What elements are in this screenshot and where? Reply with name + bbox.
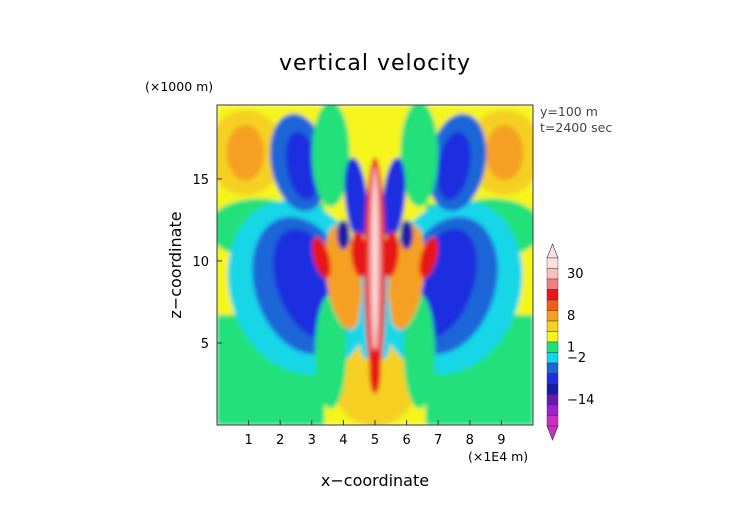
x-axis: 1 2 3 4 5 6 7 8 9: [244, 420, 506, 448]
colorbar-swatch: [546, 352, 559, 364]
colorbar-label: −14: [567, 393, 594, 408]
x-tick-label: 9: [497, 433, 505, 448]
upper-right-deep-blue: [437, 131, 471, 200]
x-tick-label: 8: [466, 433, 474, 448]
left-inner-red: [351, 231, 368, 278]
colorbar-swatch: [546, 331, 559, 343]
x-tick-label: 2: [276, 433, 284, 448]
colorbar-label: 8: [567, 309, 575, 324]
y-axis: 5 10 15: [192, 173, 222, 352]
central-white-core: [373, 182, 377, 334]
colorbar-swatch: [546, 383, 559, 395]
y-units: (×1000 m): [145, 79, 213, 94]
x-tick-label: 6: [402, 433, 410, 448]
colorbar-label: −2: [567, 351, 586, 366]
upper-right-orange-core: [485, 124, 524, 181]
left-inner-blue-streak: [344, 157, 368, 240]
upper-left-deep-blue: [285, 131, 319, 200]
left-outer-red-streak: [311, 236, 331, 279]
right-outer-red-streak: [419, 236, 439, 279]
colorbar-swatch: [546, 415, 559, 427]
y-tick-label: 5: [201, 337, 209, 352]
colorbar-swatch: [546, 278, 559, 290]
plot-area: [217, 105, 533, 425]
annotation-t: t=2400 sec: [540, 120, 612, 135]
right-dark-spot: [400, 219, 413, 250]
colorbar: 30 8 1−2 −14: [546, 243, 594, 441]
right-inner-red: [382, 231, 399, 278]
colorbar-swatch: [546, 394, 559, 406]
x-tick-label: 3: [308, 433, 316, 448]
left-inner-green: [311, 105, 350, 207]
x-units: (×1E4 m): [468, 449, 528, 464]
y-tick-label: 10: [192, 255, 209, 270]
colorbar-top-arrow: [546, 243, 559, 259]
x-tick-label: 5: [371, 433, 379, 448]
x-tick-label: 4: [339, 433, 347, 448]
colorbar-bottom-arrow: [546, 425, 559, 441]
y-tick-label: 15: [192, 173, 209, 188]
colorbar-swatch: [546, 289, 559, 301]
left-dark-spot: [337, 219, 350, 250]
right-inner-green: [400, 105, 439, 207]
colorbar-swatch: [546, 310, 559, 322]
colorbar-swatch: [546, 268, 559, 280]
chart-title: vertical velocity: [279, 51, 471, 76]
right-inner-blue-streak: [382, 157, 406, 240]
colorbar-swatch: [546, 299, 559, 311]
x-tick-label: 7: [434, 433, 442, 448]
colorbar-label: 1: [567, 340, 575, 355]
x-axis-label: x−coordinate: [321, 471, 429, 490]
colorbar-swatch: [546, 404, 559, 416]
annotation-y: y=100 m: [540, 104, 598, 119]
colorbar-swatch: [546, 373, 559, 385]
central-base-red: [369, 347, 381, 394]
right-lower-green: [403, 293, 436, 409]
colorbar-swatch: [546, 257, 559, 269]
x-tick-label: 1: [244, 433, 252, 448]
colorbar-swatch: [546, 341, 559, 353]
colorbar-label: 30: [567, 267, 584, 282]
colorbar-swatch: [546, 362, 559, 374]
y-axis-label: z−coordinate: [166, 211, 185, 318]
left-lower-green: [314, 293, 347, 409]
upper-left-orange-core: [226, 124, 265, 181]
colorbar-swatch: [546, 320, 559, 332]
